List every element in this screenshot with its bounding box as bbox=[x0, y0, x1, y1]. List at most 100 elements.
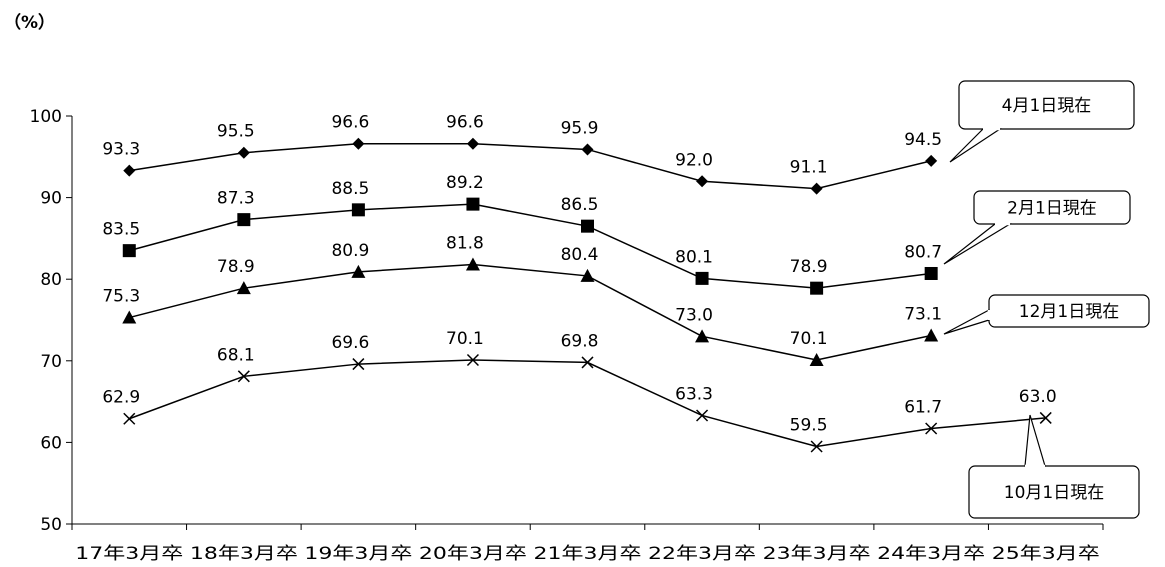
x-marker-stroke bbox=[466, 353, 479, 367]
data-label: 70.1 bbox=[446, 329, 484, 349]
triangle-marker bbox=[580, 268, 595, 282]
x-marker bbox=[352, 358, 365, 371]
data-label: 63.3 bbox=[675, 384, 713, 404]
x-tick-label: 20年3月卒 bbox=[419, 544, 527, 564]
data-label: 78.9 bbox=[217, 257, 255, 277]
x-marker bbox=[123, 412, 136, 425]
y-tick-label: 70 bbox=[40, 352, 62, 372]
square-marker bbox=[122, 244, 136, 258]
callout-3: 12月1日現在 bbox=[943, 294, 1150, 335]
data-label: 63.0 bbox=[1019, 387, 1057, 407]
callout-box bbox=[958, 80, 1135, 130]
callout-label: 4月1日現在 bbox=[1002, 96, 1092, 116]
x-tick-label: 19年3月卒 bbox=[304, 544, 412, 564]
triangle-marker bbox=[809, 352, 824, 366]
series-2: 83.5 87.3 88.5 89.2 86.5 80.1 78.9 80.7 bbox=[102, 173, 942, 295]
diamond-marker bbox=[696, 175, 709, 188]
data-label: 75.3 bbox=[102, 287, 140, 307]
x-marker-stroke bbox=[237, 370, 250, 383]
data-label: 95.5 bbox=[217, 122, 255, 142]
y-tick-label: 80 bbox=[40, 270, 62, 290]
data-label: 73.0 bbox=[675, 305, 713, 325]
data-label: 69.8 bbox=[561, 331, 599, 351]
data-label: 68.1 bbox=[217, 345, 255, 365]
data-label: 70.1 bbox=[790, 329, 828, 349]
data-label: 89.2 bbox=[446, 173, 484, 193]
legend-callouts: 4月1日現在 2月1日現在 12月1日現在 10月1日現在 bbox=[943, 80, 1150, 519]
data-label: 80.7 bbox=[904, 242, 942, 262]
callout-label: 2月1日現在 bbox=[1007, 199, 1097, 219]
triangle-marker bbox=[924, 328, 939, 342]
axes: 50 60 70 80 90 100 17年3月卒 18年3月卒 19年3月卒 20年3月卒 21年… bbox=[30, 107, 1104, 564]
series-line bbox=[129, 263, 932, 361]
square-marker bbox=[695, 271, 709, 285]
x-tick-label: 24年3月卒 bbox=[877, 544, 985, 564]
x-marker-stroke bbox=[123, 412, 136, 425]
callout-pointer bbox=[943, 223, 1013, 265]
data-label: 80.4 bbox=[561, 245, 599, 265]
triangle-marker bbox=[465, 257, 480, 271]
unit-label: （%） bbox=[4, 12, 55, 33]
data-label: 80.9 bbox=[331, 241, 369, 261]
data-label: 96.6 bbox=[446, 113, 484, 133]
data-label: 69.6 bbox=[331, 333, 369, 353]
series-1: 93.3 95.5 96.6 96.6 95.9 92.0 91.1 94.5 bbox=[102, 113, 942, 195]
x-marker bbox=[925, 422, 938, 435]
data-label: 91.1 bbox=[790, 158, 828, 178]
diamond-marker bbox=[352, 137, 365, 150]
data-label: 86.5 bbox=[561, 195, 599, 215]
series-line bbox=[129, 142, 932, 190]
x-tick-label: 22年3月卒 bbox=[648, 544, 756, 564]
x-tick-label: 21年3月卒 bbox=[534, 544, 642, 564]
triangle-marker bbox=[351, 264, 366, 278]
data-label: 81.8 bbox=[446, 234, 484, 254]
x-marker-stroke bbox=[1039, 411, 1052, 424]
x-marker-stroke bbox=[581, 356, 594, 369]
x-marker bbox=[237, 370, 250, 383]
data-label: 87.3 bbox=[217, 189, 255, 209]
square-marker bbox=[466, 197, 480, 211]
x-marker-stroke bbox=[810, 440, 823, 453]
diamond-marker bbox=[466, 137, 479, 150]
data-label: 73.1 bbox=[904, 305, 942, 325]
callout-box bbox=[968, 465, 1140, 519]
diamond-marker bbox=[581, 143, 594, 156]
x-marker bbox=[581, 356, 594, 369]
x-marker-stroke bbox=[925, 422, 938, 435]
y-tick-label: 90 bbox=[40, 189, 62, 209]
x-marker bbox=[696, 409, 709, 422]
x-marker bbox=[1039, 411, 1052, 424]
callout-pointer bbox=[949, 128, 1002, 163]
data-label: 59.5 bbox=[790, 415, 828, 435]
diamond-marker bbox=[925, 154, 938, 167]
square-marker bbox=[351, 203, 365, 217]
y-tick-label: 50 bbox=[40, 515, 62, 535]
square-marker bbox=[810, 281, 824, 295]
x-tick-label: 23年3月卒 bbox=[763, 544, 871, 564]
callout-box bbox=[973, 190, 1131, 225]
triangle-marker bbox=[122, 310, 137, 324]
x-tick-label: 17年3月卒 bbox=[75, 544, 183, 564]
data-label: 88.5 bbox=[331, 179, 369, 199]
data-label: 94.5 bbox=[904, 130, 942, 150]
data-label: 61.7 bbox=[904, 398, 942, 418]
data-label: 93.3 bbox=[102, 140, 140, 160]
data-label: 83.5 bbox=[102, 220, 140, 240]
data-label: 62.9 bbox=[102, 388, 140, 408]
x-marker-stroke bbox=[696, 409, 709, 422]
square-marker bbox=[237, 213, 251, 227]
callout-pointer bbox=[943, 309, 990, 335]
diamond-marker bbox=[810, 182, 823, 195]
callout-4: 10月1日現在 bbox=[968, 414, 1140, 519]
y-tick-label: 60 bbox=[40, 433, 62, 453]
series-layer: 93.3 95.5 96.6 96.6 95.9 92.0 91.1 94.5 83.5 87.3… bbox=[102, 113, 1057, 453]
data-label: 78.9 bbox=[790, 257, 828, 277]
triangle-marker bbox=[695, 329, 710, 343]
x-marker-stroke bbox=[352, 358, 365, 371]
triangle-marker bbox=[236, 281, 251, 295]
x-tick-label: 25年3月卒 bbox=[992, 544, 1100, 564]
series-line bbox=[129, 203, 932, 289]
series-3: 75.3 78.9 80.9 81.8 80.4 73.0 70.1 73.1 bbox=[102, 234, 942, 366]
x-marker bbox=[466, 353, 479, 367]
